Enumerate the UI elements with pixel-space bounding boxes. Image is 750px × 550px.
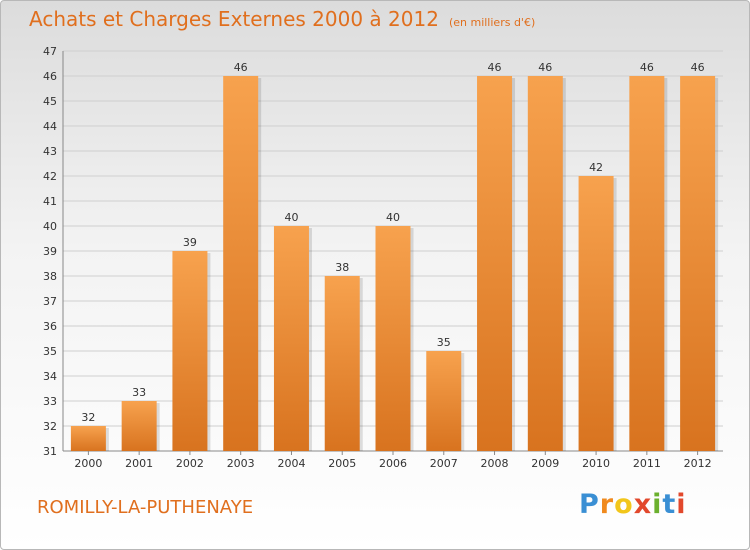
bar-value-label: 35 [437, 336, 451, 349]
logo-letter: i [652, 489, 663, 520]
y-tick-label: 40 [43, 220, 57, 233]
bar [70, 426, 106, 451]
y-tick-label: 45 [43, 95, 57, 108]
y-tick-label: 47 [43, 45, 57, 58]
bar [324, 276, 360, 451]
bar-value-label: 46 [538, 61, 552, 74]
y-tick-label: 46 [43, 70, 57, 83]
chart-subtitle: (en milliers d'€) [448, 16, 536, 29]
y-tick-label: 34 [43, 370, 57, 383]
logo-letter: x [633, 489, 653, 520]
proxiti-logo: Proxiti [579, 489, 687, 520]
bar [680, 76, 716, 451]
bar-value-label: 33 [132, 386, 146, 399]
x-tick-label: 2006 [379, 457, 407, 470]
y-tick-label: 36 [43, 320, 57, 333]
logo-letter: P [579, 489, 600, 520]
bar-value-label: 46 [640, 61, 654, 74]
bar-value-label: 40 [284, 211, 298, 224]
bar-value-label: 32 [81, 411, 95, 424]
y-tick-label: 41 [43, 195, 57, 208]
x-tick-label: 2005 [328, 457, 356, 470]
y-tick-label: 32 [43, 420, 57, 433]
x-tick-label: 2000 [74, 457, 102, 470]
y-tick-label: 39 [43, 245, 57, 258]
y-tick-label: 38 [43, 270, 57, 283]
bar [629, 76, 665, 451]
city-name: ROMILLY-LA-PUTHENAYE [37, 497, 254, 518]
bar-value-label: 38 [335, 261, 349, 274]
y-tick-label: 43 [43, 145, 57, 158]
y-tick-label: 42 [43, 170, 57, 183]
bar [527, 76, 563, 451]
bar [172, 251, 208, 451]
x-tick-label: 2004 [277, 457, 305, 470]
x-tick-label: 2007 [430, 457, 458, 470]
bar [426, 351, 462, 451]
bar [578, 176, 614, 451]
bar [375, 226, 411, 451]
chart-title: Achats et Charges Externes 2000 à 2012 (e… [29, 7, 535, 31]
x-tick-label: 2001 [125, 457, 153, 470]
y-tick-label: 37 [43, 295, 57, 308]
bar-value-label: 46 [691, 61, 705, 74]
x-tick-label: 2012 [684, 457, 712, 470]
x-tick-label: 2010 [582, 457, 610, 470]
bar-value-label: 39 [183, 236, 197, 249]
y-tick-label: 31 [43, 445, 57, 458]
y-tick-label: 33 [43, 395, 57, 408]
x-tick-label: 2003 [227, 457, 255, 470]
logo-letter: t [662, 489, 677, 520]
bar [121, 401, 157, 451]
bar [477, 76, 513, 451]
bar [273, 226, 309, 451]
bar-value-label: 42 [589, 161, 603, 174]
x-tick-label: 2008 [481, 457, 509, 470]
y-tick-label: 44 [43, 120, 57, 133]
y-tick-label: 35 [43, 345, 57, 358]
chart-title-text: Achats et Charges Externes 2000 à 2012 [29, 7, 439, 31]
logo-letter: r [599, 489, 615, 520]
x-tick-label: 2011 [633, 457, 661, 470]
logo-letter: o [614, 489, 634, 520]
bar [223, 76, 259, 451]
logo-letter: i [676, 489, 687, 520]
x-tick-label: 2009 [531, 457, 559, 470]
bar-value-label: 46 [488, 61, 502, 74]
bar-value-label: 46 [234, 61, 248, 74]
bar-value-label: 40 [386, 211, 400, 224]
x-tick-label: 2002 [176, 457, 204, 470]
